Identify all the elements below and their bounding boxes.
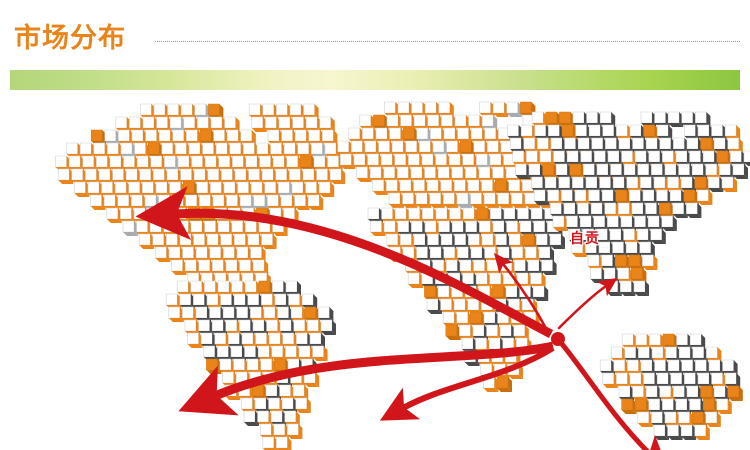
header-band: 市场分布 (0, 0, 750, 96)
arrow-to-australia (559, 341, 670, 450)
map-tile (251, 116, 268, 133)
arrow-to-north-asia (557, 277, 618, 330)
map-tile (641, 254, 658, 271)
map-tile (442, 192, 459, 209)
map-tile (415, 192, 432, 209)
map-tile (318, 181, 335, 198)
map-tile (426, 298, 443, 315)
map-tile (637, 411, 654, 428)
map-tile (549, 233, 566, 250)
origin-marker-label: 自贡 (570, 231, 600, 247)
map-tile (721, 176, 738, 193)
map-tile (90, 194, 107, 211)
map-tile (356, 166, 373, 183)
map-tile (716, 398, 733, 415)
distribution-arrows (135, 186, 670, 450)
map-tile (483, 192, 500, 209)
map-tile (122, 220, 139, 237)
map-tile (372, 179, 389, 196)
map-tile (294, 194, 311, 211)
map-tile (73, 181, 90, 198)
world-map (0, 96, 750, 450)
map-tile (506, 101, 523, 118)
map-tile (621, 398, 638, 415)
map-tile (533, 189, 550, 206)
map-tile (590, 267, 607, 284)
map-tile (510, 192, 527, 209)
header-gradient-bar (10, 70, 740, 90)
world-map-svg (55, 101, 750, 450)
map-tile (552, 215, 569, 232)
map-tile (262, 436, 279, 450)
map-tile (275, 436, 292, 450)
map-tile (456, 192, 473, 209)
map-tile (633, 280, 650, 297)
map-tile (707, 176, 724, 193)
map-tile (295, 397, 312, 414)
map-tile (154, 246, 171, 263)
map-tile (705, 411, 722, 428)
map-tile (492, 101, 509, 118)
map-tile (312, 345, 329, 362)
map-tile (171, 259, 188, 276)
map-tile (732, 163, 749, 180)
arrow-to-africa (379, 345, 555, 421)
origin-marker-dot[interactable] (551, 332, 565, 346)
map-tile (320, 319, 337, 336)
map-tile (243, 410, 260, 427)
map-tile (57, 168, 74, 185)
arrow-to-north-america (135, 186, 554, 338)
map-tile (696, 189, 713, 206)
map-tile (445, 324, 462, 341)
map-tile (339, 153, 356, 170)
map-tile (672, 202, 689, 219)
map-tile (402, 192, 419, 209)
map-tile (470, 192, 487, 209)
map-tile (106, 207, 123, 224)
page-title: 市场分布 (14, 23, 126, 54)
map-tile (653, 424, 670, 441)
map-tile (261, 233, 278, 250)
map-tile (388, 192, 405, 209)
map-tile (370, 220, 387, 237)
map-tile (667, 111, 684, 128)
map-tile (329, 168, 346, 185)
map-tile (650, 228, 667, 245)
arrow-to-europe (493, 252, 550, 334)
map-tile (138, 233, 155, 250)
region-africa (367, 207, 566, 393)
map-tile (661, 215, 678, 232)
map-tile (619, 280, 636, 297)
map-tile (205, 358, 222, 375)
map-tile (606, 280, 623, 297)
map-tile (496, 376, 513, 393)
map-tile (602, 372, 619, 389)
map-tile (685, 202, 702, 219)
map-tile (286, 423, 303, 440)
map-tile (667, 424, 684, 441)
map-tile (307, 194, 324, 211)
map-tile (532, 285, 549, 302)
map-tile (514, 163, 531, 180)
map-tile (694, 424, 711, 441)
map-tile (187, 332, 204, 349)
map-tile (680, 424, 697, 441)
map-tile (429, 192, 446, 209)
map-tile (168, 306, 185, 323)
map-tile (497, 192, 514, 209)
map-tile (541, 259, 558, 276)
title-dotted-rule (155, 41, 740, 42)
map-tile (727, 385, 744, 402)
arrow-to-south-america (178, 341, 554, 416)
map-tile (407, 272, 424, 289)
